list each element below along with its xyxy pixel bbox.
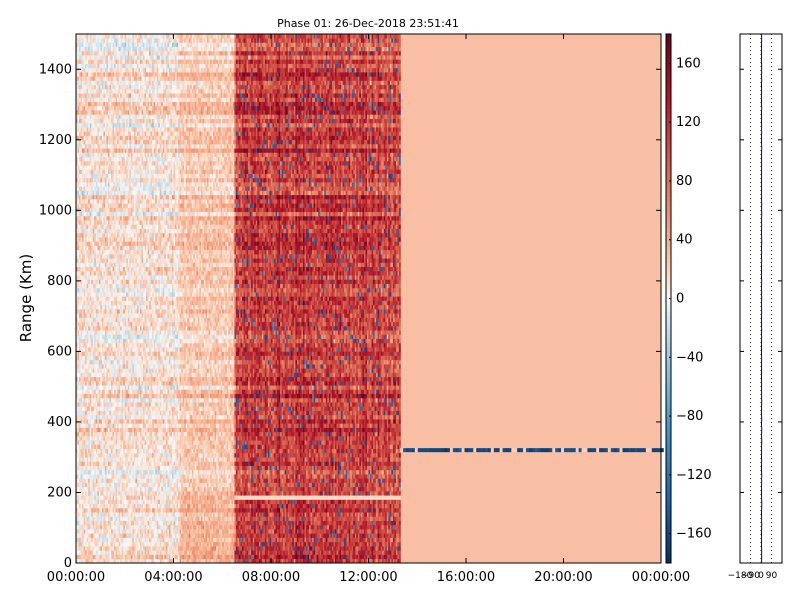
heatmap-region-uniform [400, 34, 661, 563]
heatmap-cells [76, 34, 664, 564]
chart-title: Phase 01: 26-Dec-2018 23:51:41 [277, 17, 459, 30]
y-axis-label: Range (Km) [17, 254, 35, 342]
